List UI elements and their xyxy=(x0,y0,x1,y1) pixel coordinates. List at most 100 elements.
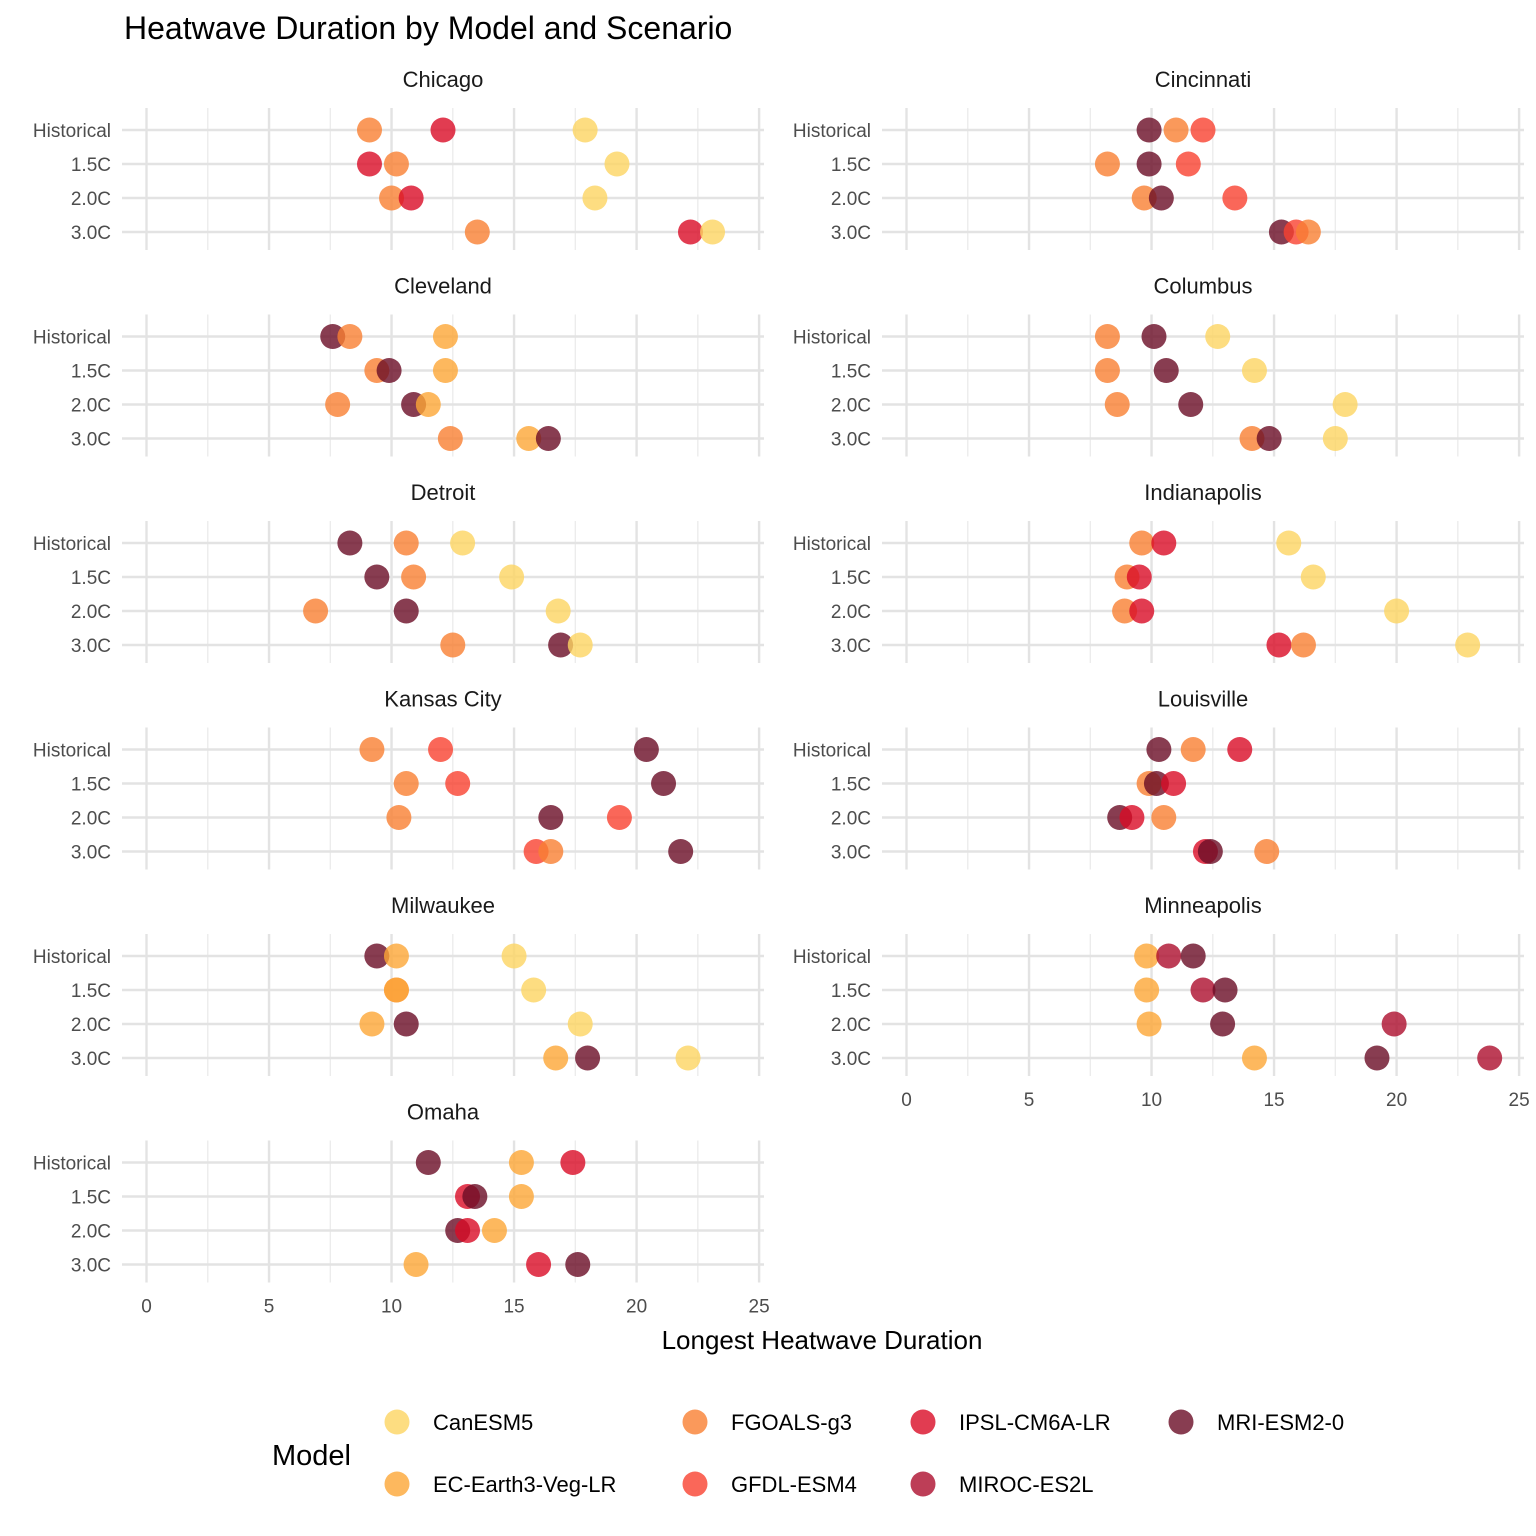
point-fgoals-g3 xyxy=(1112,598,1138,624)
point-mri-esm2-0 xyxy=(1364,1045,1390,1071)
point-fgoals-g3 xyxy=(337,324,363,349)
point-ec-earth3-veg-lr xyxy=(516,426,542,451)
point-fgoals-g3 xyxy=(325,392,351,417)
point-fgoals-g3 xyxy=(356,117,382,143)
y-tick-label: 1.5C xyxy=(71,568,111,589)
point-fgoals-g3 xyxy=(386,805,412,830)
point-mri-esm2-0 xyxy=(462,1184,488,1209)
panel-title: Louisville xyxy=(1158,687,1249,712)
y-tick-label: Historical xyxy=(793,741,871,762)
point-ipsl-cm6a-lr xyxy=(1266,632,1292,658)
point-ec-earth3-veg-lr xyxy=(508,1184,534,1209)
point-ec-earth3-veg-lr xyxy=(1134,977,1160,1003)
point-ipsl-cm6a-lr xyxy=(356,151,382,177)
legend-key xyxy=(1168,1409,1194,1435)
point-mri-esm2-0 xyxy=(1148,185,1174,211)
point-fgoals-g3 xyxy=(393,771,419,796)
point-mri-esm2-0 xyxy=(376,358,402,383)
point-mri-esm2-0 xyxy=(364,564,390,590)
point-ipsl-cm6a-lr xyxy=(1129,598,1155,624)
panel-detroit: Detroit Historical 1.5C 2.0C 3.0C xyxy=(33,480,764,663)
legend-key xyxy=(384,1471,410,1497)
legend-item-miroc-es2l: MIROC-ES2L xyxy=(910,1471,1093,1497)
panel-milwaukee: Milwaukee Historical 1.5C 2.0C 3.0C xyxy=(33,893,764,1076)
point-fgoals-g3 xyxy=(1094,358,1120,383)
y-tick-label: 2.0C xyxy=(831,396,871,417)
x-tick-label: 25 xyxy=(1509,1090,1530,1111)
point-canesm5 xyxy=(1455,632,1481,658)
x-tick-label: 10 xyxy=(1141,1090,1162,1111)
legend-item-ec-earth3-veg-lr: EC-Earth3-Veg-LR xyxy=(384,1471,616,1497)
x-tick-label: 0 xyxy=(901,1090,912,1111)
point-ec-earth3-veg-lr xyxy=(1136,1011,1162,1037)
point-fgoals-g3 xyxy=(379,185,405,211)
point-fgoals-g3 xyxy=(437,426,463,451)
legend-item-ipsl-cm6a-lr: IPSL-CM6A-LR xyxy=(910,1409,1111,1435)
point-fgoals-g3 xyxy=(538,839,564,864)
legend-label: CanESM5 xyxy=(433,1410,533,1435)
point-fgoals-g3 xyxy=(1151,805,1177,830)
point-miroc-es2l xyxy=(1477,1045,1503,1071)
x-tick-label: 10 xyxy=(381,1297,402,1318)
panel-title: Milwaukee xyxy=(391,893,495,918)
y-tick-label: 2.0C xyxy=(831,809,871,830)
point-mri-esm2-0 xyxy=(393,598,419,624)
point-canesm5 xyxy=(572,117,598,143)
y-tick-label: 1.5C xyxy=(831,775,871,796)
y-tick-label: 3.0C xyxy=(831,223,871,244)
facet-panels: Chicago Historical 1.5C 2.0C 3.0C Cincinnati H… xyxy=(33,67,1530,1318)
point-ec-earth3-veg-lr xyxy=(1134,943,1160,969)
panel-title: Omaha xyxy=(407,1100,480,1125)
y-tick-label: Historical xyxy=(33,121,111,142)
x-tick-label: 5 xyxy=(264,1297,275,1318)
y-tick-label: 1.5C xyxy=(71,155,111,176)
point-mri-esm2-0 xyxy=(535,426,561,451)
point-mri-esm2-0 xyxy=(1178,392,1204,417)
point-mri-esm2-0 xyxy=(1197,839,1223,864)
y-tick-label: 3.0C xyxy=(831,430,871,451)
y-tick-label: 2.0C xyxy=(71,396,111,417)
point-fgoals-g3 xyxy=(393,530,419,556)
point-ipsl-cm6a-lr xyxy=(1161,771,1187,796)
point-ec-earth3-veg-lr xyxy=(383,977,409,1003)
y-tick-label: 3.0C xyxy=(71,843,111,864)
x-tick-label: 25 xyxy=(749,1297,770,1318)
point-canesm5 xyxy=(700,219,726,245)
panel-title: Columbus xyxy=(1153,274,1252,299)
point-mri-esm2-0 xyxy=(668,839,694,864)
y-tick-label: 1.5C xyxy=(831,981,871,1002)
panel-title: Detroit xyxy=(411,480,476,505)
y-tick-label: 2.0C xyxy=(71,809,111,830)
panel-kansas-city: Kansas City Historical 1.5C 2.0C 3.0C xyxy=(33,687,764,870)
x-tick-label: 20 xyxy=(626,1297,647,1318)
y-tick-label: 1.5C xyxy=(71,981,111,1002)
point-ipsl-cm6a-lr xyxy=(677,219,703,245)
point-ec-earth3-veg-lr xyxy=(508,1150,534,1175)
panel-minneapolis: Minneapolis Historical 1.5C 2.0C 3.0C 0 5 10 15 2… xyxy=(793,893,1530,1111)
point-canesm5 xyxy=(1332,392,1358,417)
y-tick-label: 3.0C xyxy=(71,430,111,451)
point-mri-esm2-0 xyxy=(633,737,659,762)
point-canesm5 xyxy=(501,943,527,969)
panel-cincinnati: Cincinnati Historical 1.5C 2.0C 3.0C xyxy=(793,67,1524,250)
point-canesm5 xyxy=(567,632,593,658)
y-tick-label: 3.0C xyxy=(71,223,111,244)
point-ec-earth3-veg-lr xyxy=(383,943,409,969)
panel-columbus: Columbus Historical 1.5C 2.0C 3.0C xyxy=(793,274,1524,457)
point-ipsl-cm6a-lr xyxy=(1119,805,1145,830)
point-canesm5 xyxy=(1322,426,1348,451)
point-canesm5 xyxy=(1241,358,1267,383)
legend-item-fgoals-g3: FGOALS-g3 xyxy=(682,1409,852,1435)
point-ec-earth3-veg-lr xyxy=(432,324,458,349)
point-gfdl-esm4 xyxy=(606,805,632,830)
point-canesm5 xyxy=(545,598,571,624)
panel-omaha: Omaha Historical 1.5C 2.0C 3.0C 0 5 10 15 20 25 xyxy=(33,1100,770,1318)
point-fgoals-g3 xyxy=(1094,151,1120,177)
point-canesm5 xyxy=(1300,564,1326,590)
point-mri-esm2-0 xyxy=(1153,358,1179,383)
point-mri-esm2-0 xyxy=(1146,737,1172,762)
y-tick-label: Historical xyxy=(33,534,111,555)
point-ec-earth3-veg-lr xyxy=(543,1045,569,1071)
panel-title: Chicago xyxy=(403,67,484,92)
x-axis-title: Longest Heatwave Duration xyxy=(662,1325,983,1355)
